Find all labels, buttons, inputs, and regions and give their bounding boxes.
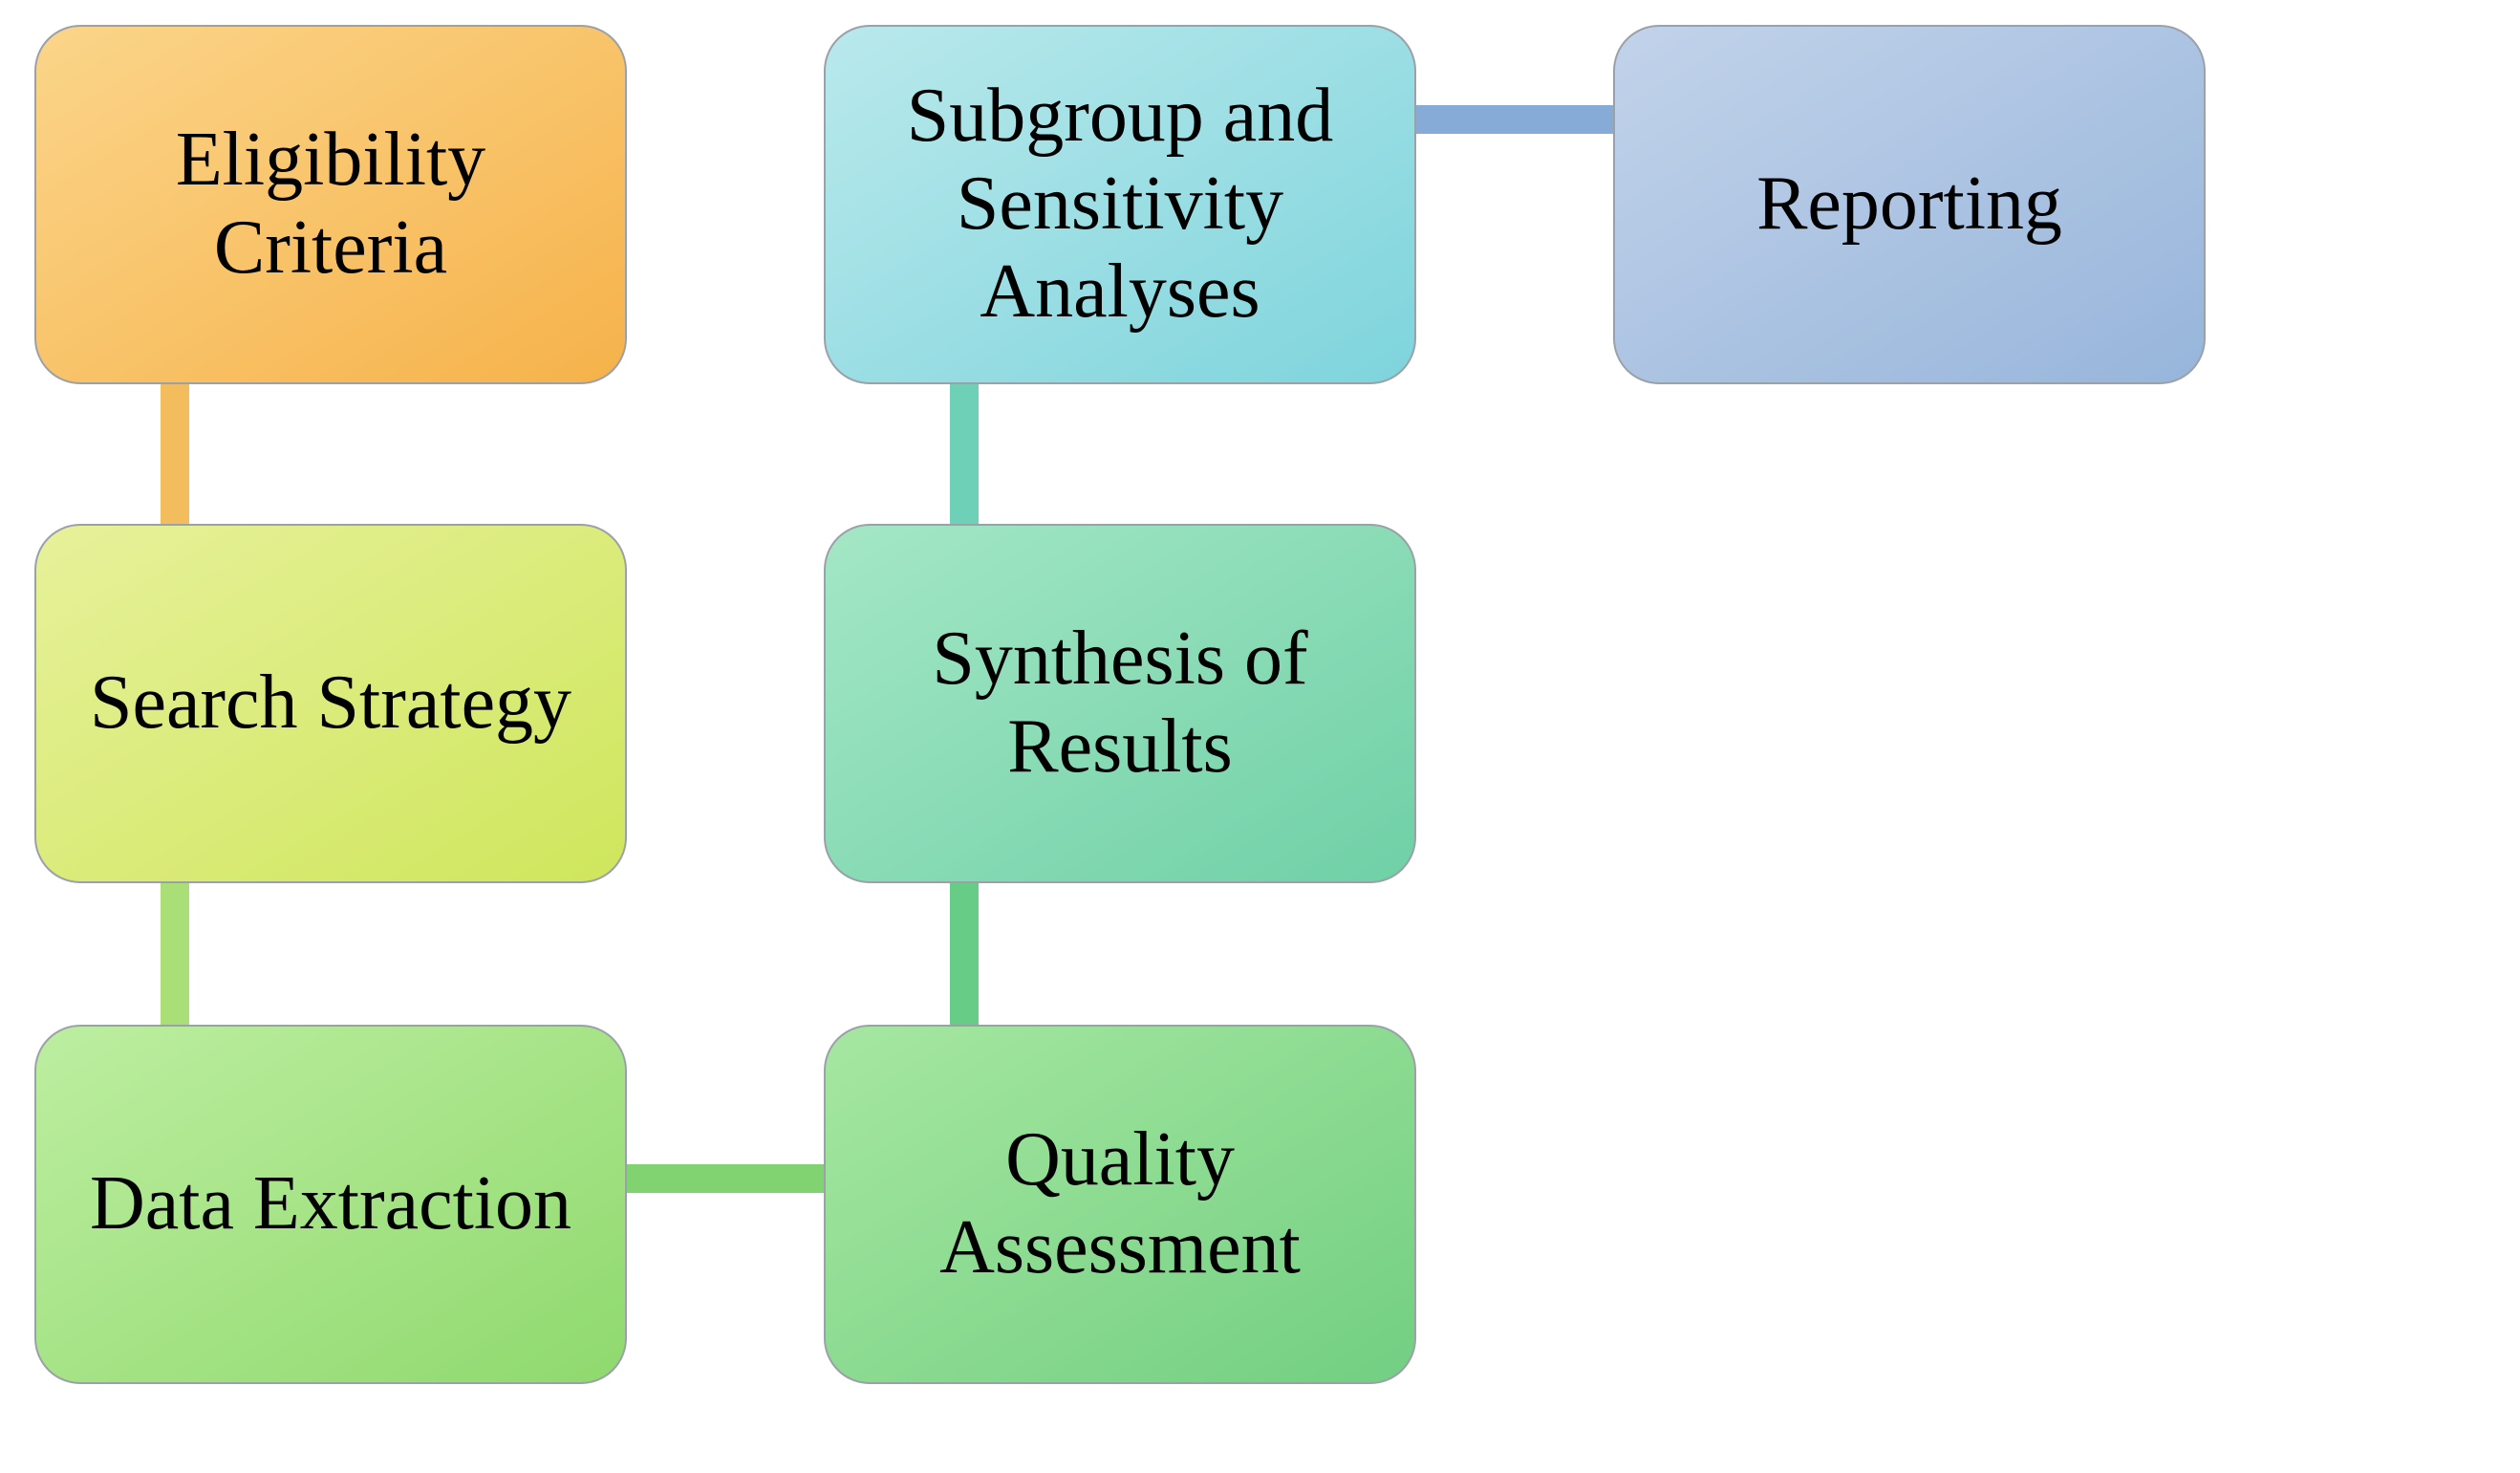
node-reporting: Reporting (1613, 25, 2206, 384)
edge-eligibility-to-search (161, 384, 189, 524)
node-eligibility: Eligibility Criteria (34, 25, 627, 384)
node-label: Search Strategy (90, 660, 571, 747)
edge-data-extraction-to-quality (627, 1164, 824, 1193)
node-label: Eligibility Criteria (59, 117, 602, 292)
node-label: Quality Assessment (849, 1116, 1391, 1292)
edge-synthesis-to-subgroup (950, 384, 979, 524)
edge-subgroup-to-reporting (1416, 105, 1613, 134)
edge-quality-to-synthesis (950, 883, 979, 1025)
node-label: Subgroup and Sensitivity Analyses (849, 73, 1391, 336)
node-synthesis: Synthesis of Results (824, 524, 1416, 883)
node-search: Search Strategy (34, 524, 627, 883)
node-label: Data Extraction (90, 1160, 571, 1248)
node-quality: Quality Assessment (824, 1025, 1416, 1384)
edge-search-to-data-extraction (161, 883, 189, 1025)
node-subgroup: Subgroup and Sensitivity Analyses (824, 25, 1416, 384)
node-label: Synthesis of Results (849, 616, 1391, 791)
node-label: Reporting (1756, 161, 2062, 249)
flowchart-canvas: Eligibility Criteria Search Strategy Data … (0, 0, 2520, 1473)
node-data-extraction: Data Extraction (34, 1025, 627, 1384)
